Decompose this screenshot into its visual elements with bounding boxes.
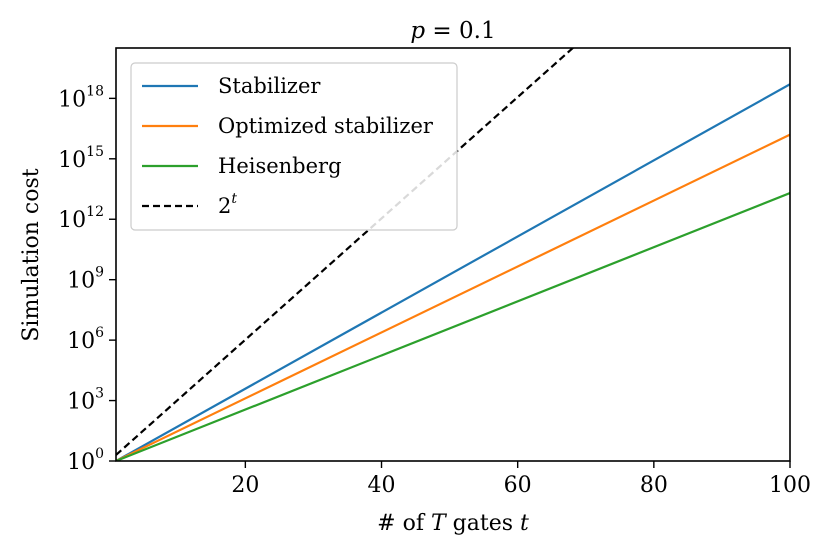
legend-label-4: 2t <box>218 191 237 218</box>
x-axis-title: # of T gates t <box>377 511 529 536</box>
legend-label-3: Heisenberg <box>218 154 342 178</box>
y-tick-label: 103 <box>67 386 104 415</box>
series-line-3 <box>116 192 790 461</box>
y-axis: 100 103 106 109 1012 1015 1018 <box>58 83 116 475</box>
plot-frame <box>115 47 791 462</box>
y-tick-label: 1015 <box>58 144 104 173</box>
series-line-1 <box>116 83 790 461</box>
legend-label-2: Optimized stabilizer <box>218 114 434 138</box>
legend-box <box>130 62 458 231</box>
y-axis-title: Simulation cost <box>19 168 44 341</box>
x-tick-label: 80 <box>640 473 668 498</box>
legend-label-1: Stabilizer <box>218 74 321 98</box>
x-tick-label: 100 <box>769 473 811 498</box>
y-tick-label: 100 <box>67 446 104 475</box>
x-axis: 20 40 60 80 100 <box>231 461 811 498</box>
chart-title: p = 0.1 <box>410 18 495 44</box>
y-tick-label: 109 <box>67 265 104 294</box>
y-tick-label: 1018 <box>58 83 104 112</box>
y-tick-label: 1012 <box>58 204 104 233</box>
x-tick-label: 60 <box>504 473 532 498</box>
x-tick-label: 40 <box>368 473 396 498</box>
series-line-2 <box>116 133 790 461</box>
legend: Stabilizer Optimized stabilizer Heisenberg… <box>130 62 458 231</box>
y-tick-label: 106 <box>67 325 104 354</box>
x-tick-label: 20 <box>231 473 259 498</box>
